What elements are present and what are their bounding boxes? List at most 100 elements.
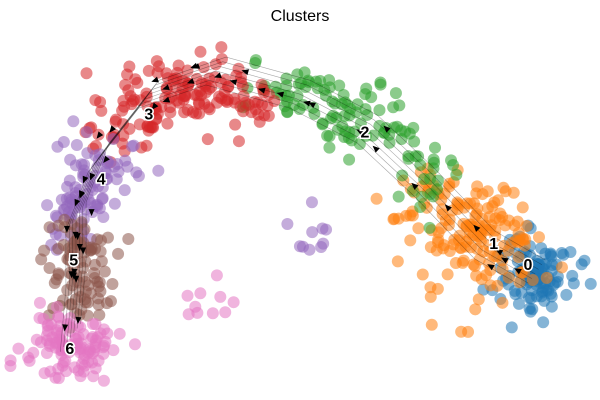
point-cluster-2 [392, 190, 405, 203]
point-cluster-1 [475, 273, 488, 286]
streamlines-layer [60, 56, 546, 352]
point-cluster-6 [52, 311, 65, 324]
point-cluster-6 [214, 290, 227, 303]
point-cluster-4 [92, 154, 105, 167]
point-cluster-5 [112, 247, 125, 260]
point-cluster-6 [97, 374, 110, 387]
velocity-arrowhead [411, 182, 419, 190]
point-cluster-2 [308, 107, 321, 120]
point-cluster-2 [395, 132, 408, 145]
velocity-arrowhead [276, 91, 285, 98]
point-cluster-6 [71, 319, 84, 332]
point-cluster-2 [361, 108, 374, 121]
point-cluster-0 [536, 262, 549, 275]
point-cluster-3 [181, 64, 194, 77]
point-cluster-5 [43, 261, 56, 274]
point-cluster-4 [303, 243, 316, 256]
velocity-arrowhead [71, 268, 78, 276]
point-cluster-3 [129, 73, 142, 86]
cluster-label-0: 0 [523, 257, 532, 274]
point-cluster-6 [74, 370, 87, 383]
velocity-arrowhead [89, 172, 96, 181]
point-cluster-3 [193, 98, 206, 111]
velocity-arrowhead [162, 84, 170, 91]
velocity-arrowhead [82, 175, 89, 184]
velocity-arrowhead [473, 224, 481, 232]
point-cluster-1 [496, 296, 509, 309]
point-cluster-1 [520, 219, 533, 232]
point-cluster-3 [230, 69, 243, 82]
point-cluster-2 [402, 150, 415, 163]
point-cluster-2 [447, 159, 460, 172]
point-cluster-3 [109, 115, 122, 128]
point-cluster-2 [319, 89, 332, 102]
velocity-arrowhead [103, 155, 110, 164]
point-cluster-5 [74, 290, 87, 303]
point-cluster-4 [118, 184, 131, 197]
point-cluster-3 [236, 80, 249, 93]
point-cluster-6 [30, 333, 43, 346]
point-cluster-2 [387, 101, 400, 114]
point-cluster-2 [374, 76, 387, 89]
point-cluster-5 [52, 267, 65, 280]
point-cluster-4 [306, 226, 319, 239]
point-cluster-1 [441, 268, 454, 281]
point-cluster-6 [219, 306, 232, 319]
point-cluster-2 [408, 135, 421, 148]
point-cluster-1 [391, 255, 404, 268]
point-cluster-3 [94, 96, 107, 109]
point-cluster-1 [468, 259, 481, 272]
velocity-arrowhead [214, 72, 222, 79]
point-cluster-5 [122, 232, 135, 245]
point-cluster-3 [140, 87, 153, 100]
point-cluster-2 [407, 121, 420, 134]
velocity-arrowhead [303, 100, 311, 107]
point-cluster-3 [228, 92, 241, 105]
point-cluster-3 [189, 107, 202, 120]
point-cluster-2 [343, 153, 356, 166]
point-cluster-3 [221, 81, 234, 94]
point-cluster-1 [404, 234, 417, 247]
point-cluster-4 [130, 166, 143, 179]
point-cluster-4 [152, 164, 165, 177]
point-cluster-1 [512, 250, 525, 263]
point-cluster-3 [202, 101, 215, 114]
point-cluster-1 [502, 214, 515, 227]
point-cluster-6 [227, 296, 240, 309]
point-cluster-1 [497, 181, 510, 194]
point-cluster-2 [414, 200, 427, 213]
point-cluster-5 [88, 258, 101, 271]
point-cluster-2 [321, 129, 334, 142]
point-cluster-2 [389, 87, 402, 100]
point-cluster-0 [530, 290, 543, 303]
point-cluster-1 [463, 232, 476, 245]
point-cluster-5 [38, 244, 51, 257]
point-cluster-3 [140, 139, 153, 152]
point-cluster-2 [431, 174, 444, 187]
point-cluster-2 [427, 153, 440, 166]
point-cluster-3 [197, 61, 210, 74]
point-cluster-6 [85, 332, 98, 345]
point-cluster-6 [89, 362, 102, 375]
point-cluster-2 [373, 104, 386, 117]
point-cluster-1 [458, 201, 471, 214]
velocity-arrowhead [74, 233, 81, 241]
point-cluster-2 [249, 54, 262, 67]
velocity-arrowhead [68, 256, 75, 264]
point-cluster-1 [517, 233, 530, 246]
point-cluster-2 [396, 169, 409, 182]
velocity-arrowhead [162, 96, 171, 103]
point-cluster-6 [98, 339, 111, 352]
point-cluster-6 [41, 319, 54, 332]
point-cluster-3 [268, 95, 281, 108]
point-cluster-0 [523, 302, 536, 315]
velocity-arrowhead [229, 79, 238, 86]
point-cluster-2 [337, 88, 350, 101]
point-cluster-2 [429, 141, 442, 154]
point-cluster-6 [33, 296, 46, 309]
cluster-label-3: 3 [144, 106, 153, 123]
point-cluster-2 [311, 82, 324, 95]
point-cluster-6 [4, 360, 17, 373]
point-cluster-5 [61, 284, 74, 297]
point-cluster-3 [179, 89, 192, 102]
